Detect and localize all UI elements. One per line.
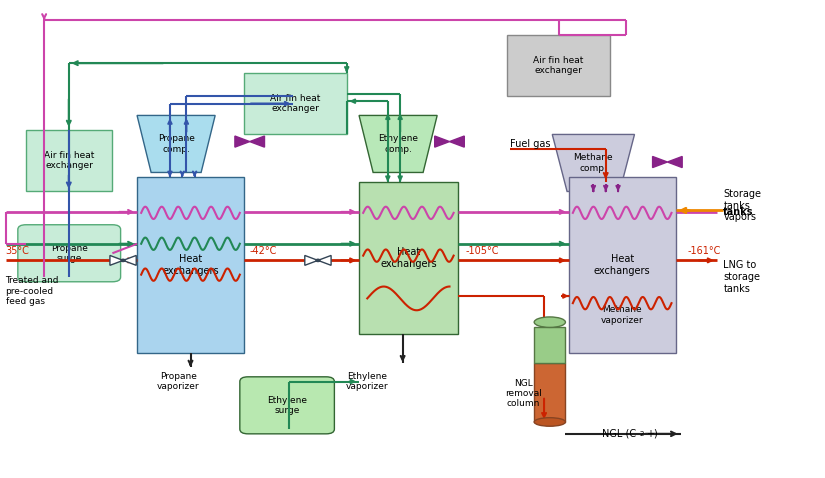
Bar bbox=[137, 177, 244, 353]
Bar bbox=[244, 73, 346, 134]
Bar bbox=[535, 327, 565, 363]
Text: 2: 2 bbox=[639, 431, 644, 437]
Text: NGL
removal
column: NGL removal column bbox=[505, 379, 542, 408]
Polygon shape bbox=[552, 134, 634, 192]
Text: -161°C: -161°C bbox=[688, 246, 721, 256]
Polygon shape bbox=[235, 136, 250, 147]
Polygon shape bbox=[653, 156, 667, 168]
Polygon shape bbox=[110, 255, 123, 265]
Text: Ethylene
vaporizer: Ethylene vaporizer bbox=[346, 372, 389, 391]
Bar bbox=[568, 177, 676, 353]
Text: NGL (C: NGL (C bbox=[601, 429, 636, 439]
Text: Air fin heat
exchanger: Air fin heat exchanger bbox=[533, 56, 583, 75]
Text: LNG to
storage
tanks: LNG to storage tanks bbox=[724, 261, 761, 293]
Text: +): +) bbox=[646, 429, 658, 439]
Bar bbox=[507, 34, 610, 97]
Text: 35°C: 35°C bbox=[6, 246, 30, 256]
Polygon shape bbox=[123, 255, 136, 265]
Circle shape bbox=[316, 259, 320, 261]
Text: tanks: tanks bbox=[724, 195, 754, 217]
Text: Treated and
pre-cooled
feed gas: Treated and pre-cooled feed gas bbox=[6, 276, 59, 306]
Text: Methane
vaporizer: Methane vaporizer bbox=[601, 305, 644, 325]
Text: Methane
comp.: Methane comp. bbox=[573, 153, 613, 173]
Ellipse shape bbox=[535, 418, 565, 426]
Polygon shape bbox=[318, 255, 331, 265]
Circle shape bbox=[121, 259, 125, 261]
Bar bbox=[535, 363, 565, 422]
Text: Heat
exchangers: Heat exchangers bbox=[380, 247, 436, 269]
Text: -105°C: -105°C bbox=[466, 246, 499, 256]
Polygon shape bbox=[250, 136, 265, 147]
Text: Heat
exchangers: Heat exchangers bbox=[594, 254, 650, 276]
Text: Air fin heat
exchanger: Air fin heat exchanger bbox=[270, 94, 321, 113]
Text: Ethylene
surge: Ethylene surge bbox=[267, 396, 307, 415]
Bar bbox=[359, 182, 458, 334]
Text: Ethylene
comp.: Ethylene comp. bbox=[378, 134, 418, 153]
Text: Propane
surge: Propane surge bbox=[51, 244, 87, 263]
Text: -42°C: -42°C bbox=[250, 246, 277, 256]
Polygon shape bbox=[359, 116, 437, 173]
Polygon shape bbox=[137, 116, 215, 173]
FancyBboxPatch shape bbox=[18, 225, 120, 282]
Text: Propane
comp.: Propane comp. bbox=[158, 134, 195, 153]
Polygon shape bbox=[435, 136, 450, 147]
Polygon shape bbox=[667, 156, 682, 168]
Polygon shape bbox=[450, 136, 464, 147]
Bar bbox=[26, 130, 112, 192]
Polygon shape bbox=[304, 255, 318, 265]
Text: Heat
exchangers: Heat exchangers bbox=[163, 254, 219, 276]
Ellipse shape bbox=[535, 317, 565, 327]
Text: Storage
tanks
vapors: Storage tanks vapors bbox=[724, 189, 761, 222]
Text: Propane
vaporizer: Propane vaporizer bbox=[157, 372, 200, 391]
Text: Fuel gas: Fuel gas bbox=[510, 139, 550, 149]
Text: Air fin heat
exchanger: Air fin heat exchanger bbox=[44, 151, 94, 170]
FancyBboxPatch shape bbox=[240, 377, 334, 434]
